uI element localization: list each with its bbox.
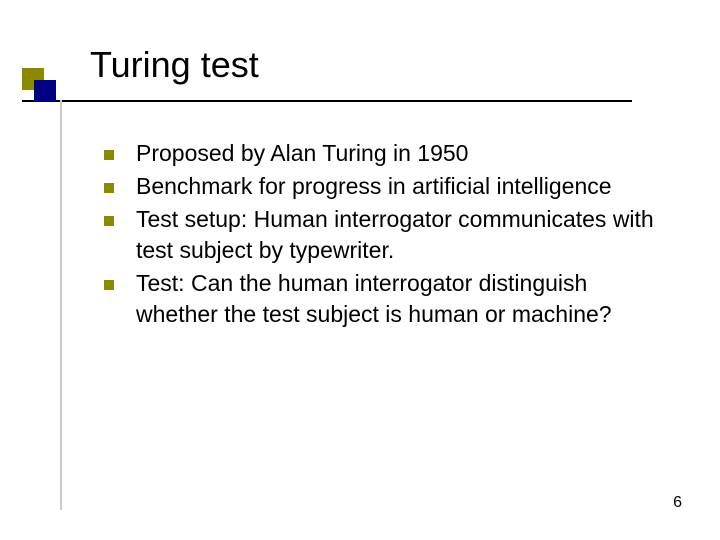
slide: Turing test Proposed by Alan Turing in 1… — [0, 0, 720, 540]
vertical-divider — [60, 100, 62, 510]
page-number: 6 — [673, 494, 682, 512]
bullet-text: Test: Can the human interrogator disting… — [136, 268, 664, 330]
bullet-marker-icon — [104, 183, 114, 193]
bullet-marker-icon — [104, 216, 114, 226]
bullet-text: Proposed by Alan Turing in 1950 — [136, 138, 664, 169]
bullet-item: Proposed by Alan Turing in 1950 — [104, 138, 664, 169]
bullet-text: Test setup: Human interrogator communica… — [136, 204, 664, 266]
content-area: Proposed by Alan Turing in 1950 Benchmar… — [104, 138, 664, 332]
title-underline — [22, 100, 632, 102]
accent-square-navy — [34, 80, 56, 102]
bullet-marker-icon — [104, 150, 114, 160]
bullet-text: Benchmark for progress in artificial int… — [136, 171, 664, 202]
bullet-marker-icon — [104, 280, 114, 290]
bullet-item: Test: Can the human interrogator disting… — [104, 268, 664, 330]
bullet-item: Benchmark for progress in artificial int… — [104, 171, 664, 202]
bullet-item: Test setup: Human interrogator communica… — [104, 204, 664, 266]
slide-title: Turing test — [90, 44, 259, 86]
